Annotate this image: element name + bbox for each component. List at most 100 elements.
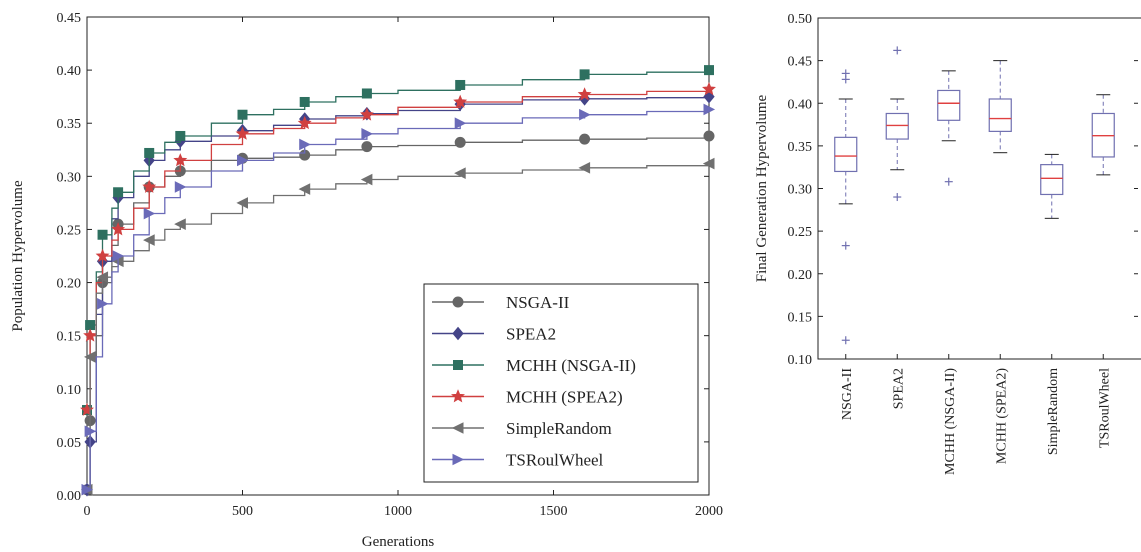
category-label: SPEA2 bbox=[891, 368, 906, 409]
y-tick-label: 0.10 bbox=[57, 383, 82, 398]
y-tick-label: 0.40 bbox=[57, 64, 82, 79]
data-point bbox=[85, 320, 96, 331]
legend-label: TSRoulWheel bbox=[506, 451, 604, 470]
x-axis-label: Generations bbox=[362, 534, 435, 550]
series-line bbox=[87, 89, 710, 411]
box-plot-panel: 0.10 0.15 0.20 0.25 0.30 0.35 0.40 0.45 0.50 Fina… bbox=[754, 12, 1141, 475]
y-tick-label: 0.35 bbox=[57, 117, 82, 132]
y-tick-label: 0.50 bbox=[788, 12, 813, 27]
y-tick-label: 0.30 bbox=[57, 170, 82, 185]
data-point bbox=[143, 234, 155, 246]
data-point bbox=[84, 425, 97, 438]
data-point bbox=[361, 88, 372, 99]
data-point bbox=[454, 136, 466, 148]
data-point bbox=[579, 69, 590, 80]
y-tick-label: 0.05 bbox=[57, 436, 82, 451]
data-point bbox=[142, 179, 157, 193]
data-point bbox=[237, 154, 249, 167]
category-label: SimpleRandom bbox=[1046, 368, 1061, 455]
legend-item: TSRoulWheel bbox=[432, 451, 604, 470]
legend-label: NSGA-II bbox=[506, 293, 570, 312]
y-tick-label: 0.20 bbox=[788, 268, 813, 283]
legend-label: SimpleRandom bbox=[506, 419, 612, 438]
box bbox=[988, 98, 1012, 132]
category-label: MCHH (SPEA2) bbox=[994, 368, 1009, 464]
data-point bbox=[361, 141, 373, 153]
legend-item: SPEA2 bbox=[432, 325, 556, 344]
data-point bbox=[144, 147, 155, 158]
legend-marker bbox=[452, 326, 464, 341]
data-point bbox=[702, 81, 716, 96]
x-tick-label: 1500 bbox=[540, 504, 568, 519]
data-point bbox=[703, 103, 716, 116]
series-mchh-nsga-ii- bbox=[82, 65, 714, 416]
data-point bbox=[454, 117, 467, 130]
data-point bbox=[361, 128, 374, 140]
data-point bbox=[454, 167, 466, 179]
data-point bbox=[95, 248, 110, 262]
y-axis-label: Final Generation Hypervolume bbox=[754, 94, 770, 282]
y-axis-label: Population Hypervolume bbox=[10, 180, 26, 332]
y-tick-label: 0.35 bbox=[788, 140, 813, 155]
outlier bbox=[944, 177, 953, 186]
data-point bbox=[112, 250, 125, 262]
box bbox=[937, 89, 961, 121]
x-tick-label: 500 bbox=[232, 504, 253, 519]
y-tick-label: 0.45 bbox=[788, 55, 813, 70]
category-label: TSRoulWheel bbox=[1097, 368, 1112, 448]
box-simplerandom bbox=[1040, 153, 1064, 219]
data-point bbox=[359, 107, 374, 121]
legend-marker bbox=[452, 296, 464, 308]
data-point bbox=[453, 94, 468, 108]
legend-marker bbox=[451, 389, 465, 403]
data-point bbox=[175, 130, 186, 141]
data-point bbox=[299, 138, 311, 151]
series-line bbox=[87, 109, 710, 491]
legend-label: MCHH (SPEA2) bbox=[506, 388, 623, 407]
box-spea2 bbox=[885, 46, 909, 202]
legend-item: SimpleRandom bbox=[432, 419, 612, 438]
data-point bbox=[111, 222, 126, 236]
data-point bbox=[702, 157, 715, 170]
legend-item: MCHH (SPEA2) bbox=[432, 388, 623, 407]
category-label: NSGA-II bbox=[840, 368, 855, 420]
y-tick-label: 0.30 bbox=[788, 183, 813, 198]
y-tick-label: 0.10 bbox=[788, 353, 813, 368]
y-tick-label: 0.40 bbox=[788, 97, 813, 112]
y-tick-label: 0.15 bbox=[788, 310, 813, 325]
box bbox=[885, 112, 909, 140]
series-tsroulwheel bbox=[81, 103, 716, 496]
legend-box bbox=[423, 283, 699, 483]
legend: NSGA-II SPEA2 MCHH (NSGA-II) MCHH (SPEA2) Si… bbox=[423, 283, 699, 483]
x-tick-label: 1000 bbox=[384, 504, 412, 519]
box bbox=[834, 136, 858, 173]
data-point bbox=[174, 218, 186, 230]
series-line bbox=[87, 70, 710, 411]
data-point bbox=[237, 109, 248, 120]
data-point bbox=[143, 207, 156, 220]
legend-marker bbox=[453, 360, 463, 370]
data-point bbox=[96, 271, 109, 284]
box-plot-frame bbox=[817, 17, 1141, 360]
data-point bbox=[703, 130, 715, 142]
legend-item: NSGA-II bbox=[432, 293, 570, 312]
box bbox=[1040, 164, 1064, 196]
data-point bbox=[235, 126, 250, 140]
data-point bbox=[579, 108, 591, 121]
box-mchh-spea2- bbox=[988, 60, 1012, 154]
legend-marker bbox=[451, 422, 464, 434]
data-point bbox=[97, 297, 109, 310]
y-tick-label: 0.00 bbox=[57, 489, 82, 504]
data-point bbox=[577, 87, 592, 101]
outlier bbox=[841, 75, 850, 84]
data-point bbox=[299, 96, 310, 107]
x-tick-label: 0 bbox=[84, 504, 91, 519]
y-tick-label: 0.20 bbox=[57, 277, 82, 292]
data-point bbox=[83, 351, 96, 363]
legend-item: MCHH (NSGA-II) bbox=[432, 356, 636, 375]
legend-label: SPEA2 bbox=[506, 325, 556, 344]
outlier bbox=[841, 241, 850, 250]
y-tick-label: 0.45 bbox=[57, 11, 82, 26]
data-point bbox=[81, 483, 94, 496]
data-point bbox=[236, 197, 248, 209]
